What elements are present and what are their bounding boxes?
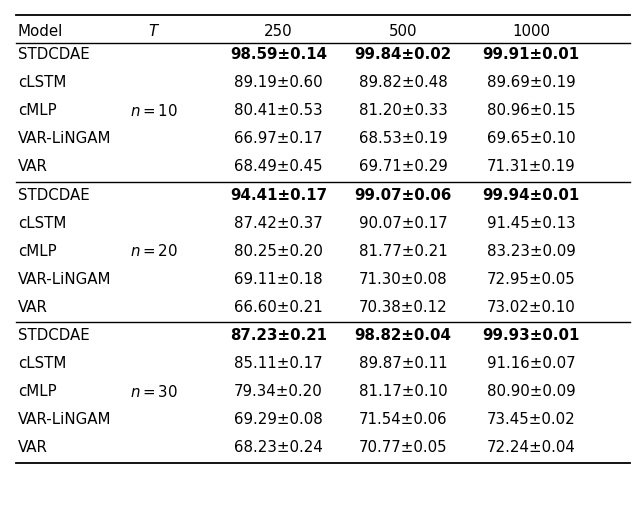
Text: 500: 500 xyxy=(389,24,417,39)
Text: 68.53±0.19: 68.53±0.19 xyxy=(359,131,447,146)
Text: 72.24±0.04: 72.24±0.04 xyxy=(487,440,575,455)
Text: 1000: 1000 xyxy=(512,24,550,39)
Text: 81.20±0.33: 81.20±0.33 xyxy=(359,103,447,118)
Text: 80.41±0.53: 80.41±0.53 xyxy=(234,103,323,118)
Text: 80.90±0.09: 80.90±0.09 xyxy=(487,384,575,399)
Text: $T$: $T$ xyxy=(148,24,159,39)
Text: 99.93±0.01: 99.93±0.01 xyxy=(483,328,580,343)
Text: cLSTM: cLSTM xyxy=(18,216,67,230)
Text: 99.84±0.02: 99.84±0.02 xyxy=(355,47,452,62)
Text: VAR-LiNGAM: VAR-LiNGAM xyxy=(18,412,111,427)
Text: 99.91±0.01: 99.91±0.01 xyxy=(483,47,580,62)
Text: 89.19±0.60: 89.19±0.60 xyxy=(234,75,323,90)
Text: VAR: VAR xyxy=(18,300,48,315)
Text: 71.54±0.06: 71.54±0.06 xyxy=(359,412,447,427)
Text: 71.31±0.19: 71.31±0.19 xyxy=(487,160,575,174)
Text: 91.16±0.07: 91.16±0.07 xyxy=(487,356,575,371)
Text: $n = 10$: $n = 10$ xyxy=(129,103,178,119)
Text: 99.07±0.06: 99.07±0.06 xyxy=(355,187,452,203)
Text: cMLP: cMLP xyxy=(18,244,56,259)
Text: 91.45±0.13: 91.45±0.13 xyxy=(487,216,575,230)
Text: 80.96±0.15: 80.96±0.15 xyxy=(487,103,575,118)
Text: cLSTM: cLSTM xyxy=(18,75,67,90)
Text: STDCDAE: STDCDAE xyxy=(18,47,90,62)
Text: STDCDAE: STDCDAE xyxy=(18,187,90,203)
Text: 68.23±0.24: 68.23±0.24 xyxy=(234,440,323,455)
Text: $n = 30$: $n = 30$ xyxy=(129,384,178,400)
Text: 98.82±0.04: 98.82±0.04 xyxy=(355,328,452,343)
Text: 69.11±0.18: 69.11±0.18 xyxy=(234,272,323,287)
Text: STDCDAE: STDCDAE xyxy=(18,328,90,343)
Text: 89.87±0.11: 89.87±0.11 xyxy=(359,356,447,371)
Text: $n = 20$: $n = 20$ xyxy=(129,243,178,259)
Text: 85.11±0.17: 85.11±0.17 xyxy=(234,356,323,371)
Text: 89.69±0.19: 89.69±0.19 xyxy=(487,75,575,90)
Text: 68.49±0.45: 68.49±0.45 xyxy=(234,160,323,174)
Text: cLSTM: cLSTM xyxy=(18,356,67,371)
Text: 90.07±0.17: 90.07±0.17 xyxy=(359,216,447,230)
Text: 69.65±0.10: 69.65±0.10 xyxy=(487,131,575,146)
Text: 66.97±0.17: 66.97±0.17 xyxy=(234,131,323,146)
Text: 70.38±0.12: 70.38±0.12 xyxy=(359,300,447,315)
Text: 70.77±0.05: 70.77±0.05 xyxy=(359,440,447,455)
Text: cMLP: cMLP xyxy=(18,103,56,118)
Text: 87.23±0.21: 87.23±0.21 xyxy=(230,328,327,343)
Text: 80.25±0.20: 80.25±0.20 xyxy=(234,244,323,259)
Text: 66.60±0.21: 66.60±0.21 xyxy=(234,300,323,315)
Text: 99.94±0.01: 99.94±0.01 xyxy=(483,187,580,203)
Text: 83.23±0.09: 83.23±0.09 xyxy=(487,244,575,259)
Text: 81.77±0.21: 81.77±0.21 xyxy=(359,244,447,259)
Text: 98.59±0.14: 98.59±0.14 xyxy=(230,47,327,62)
Text: 94.41±0.17: 94.41±0.17 xyxy=(230,187,327,203)
Text: VAR: VAR xyxy=(18,160,48,174)
Text: 73.02±0.10: 73.02±0.10 xyxy=(487,300,575,315)
Text: 69.71±0.29: 69.71±0.29 xyxy=(359,160,447,174)
Text: 87.42±0.37: 87.42±0.37 xyxy=(234,216,323,230)
Text: VAR-LiNGAM: VAR-LiNGAM xyxy=(18,131,111,146)
Text: 81.17±0.10: 81.17±0.10 xyxy=(359,384,447,399)
Text: VAR-LiNGAM: VAR-LiNGAM xyxy=(18,272,111,287)
Text: 250: 250 xyxy=(264,24,292,39)
Text: 89.82±0.48: 89.82±0.48 xyxy=(359,75,447,90)
Text: 72.95±0.05: 72.95±0.05 xyxy=(487,272,575,287)
Text: 71.30±0.08: 71.30±0.08 xyxy=(359,272,447,287)
Text: cMLP: cMLP xyxy=(18,384,56,399)
Text: 79.34±0.20: 79.34±0.20 xyxy=(234,384,323,399)
Text: VAR: VAR xyxy=(18,440,48,455)
Text: Model: Model xyxy=(18,24,63,39)
Text: 69.29±0.08: 69.29±0.08 xyxy=(234,412,323,427)
Text: 73.45±0.02: 73.45±0.02 xyxy=(487,412,575,427)
